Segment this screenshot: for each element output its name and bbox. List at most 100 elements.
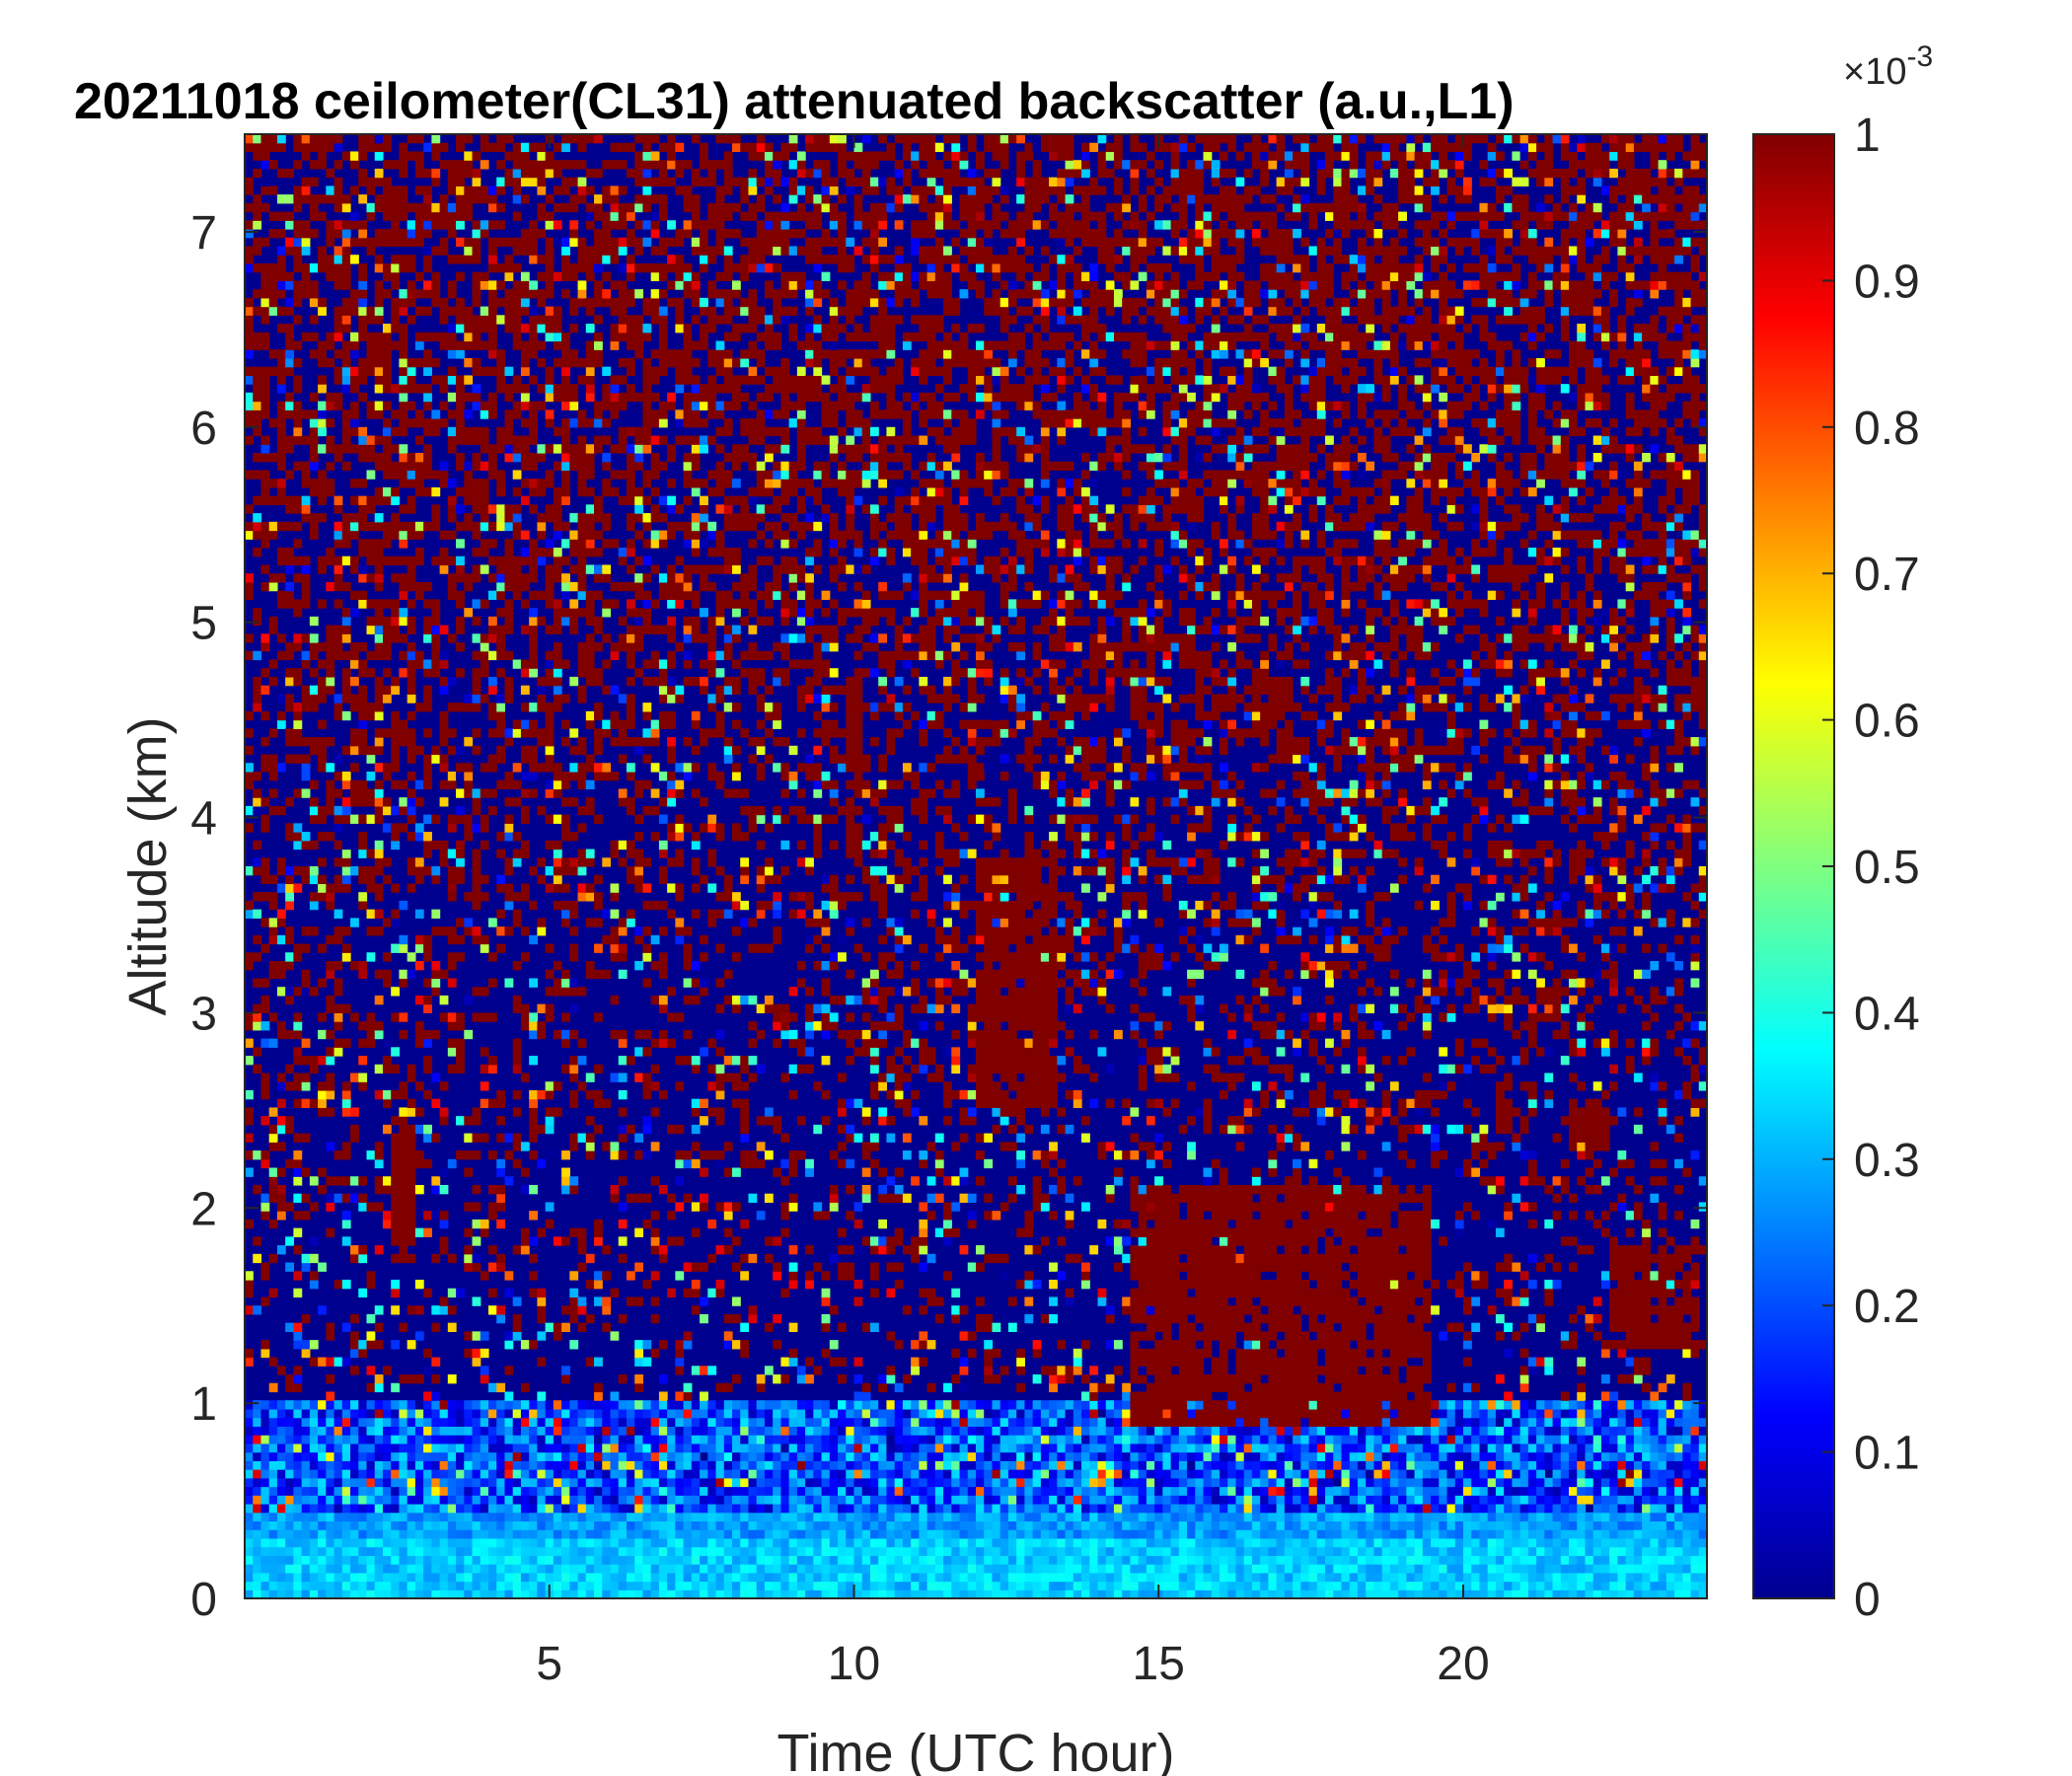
heatmap-cell xyxy=(642,710,652,721)
heatmap-cell xyxy=(691,1451,701,1461)
heatmap-cell xyxy=(374,262,384,273)
heatmap-cell xyxy=(520,1469,530,1479)
heatmap-cell xyxy=(431,168,441,179)
heatmap-cell xyxy=(545,1435,555,1444)
heatmap-cell xyxy=(594,676,603,687)
heatmap-cell xyxy=(594,668,603,678)
heatmap-cell xyxy=(634,814,644,824)
heatmap-cell xyxy=(480,1529,489,1539)
heatmap-cell xyxy=(496,650,506,661)
heatmap-cell xyxy=(553,1529,562,1539)
heatmap-cell xyxy=(260,1158,270,1169)
heatmap-cell xyxy=(309,1451,319,1461)
heatmap-cell xyxy=(480,1227,489,1237)
heatmap-cell xyxy=(423,1495,432,1505)
heatmap-cell xyxy=(529,659,538,669)
heatmap-cell xyxy=(618,737,628,747)
heatmap-cell xyxy=(341,1280,351,1290)
heatmap-cell xyxy=(333,1581,343,1591)
heatmap-cell xyxy=(276,495,286,505)
heatmap-cell xyxy=(326,271,335,281)
heatmap-cell xyxy=(414,1305,424,1315)
heatmap-cell xyxy=(391,943,401,953)
heatmap-cell xyxy=(293,297,303,308)
heatmap-cell xyxy=(553,987,562,997)
heatmap-cell xyxy=(480,1417,489,1428)
heatmap-cell xyxy=(545,1417,555,1428)
heatmap-cell xyxy=(414,1400,424,1410)
heatmap-cell xyxy=(318,978,327,988)
heatmap-cell xyxy=(626,849,635,858)
heatmap-cell xyxy=(504,866,514,876)
heatmap-cell xyxy=(520,357,530,368)
heatmap-cell xyxy=(253,521,262,532)
heatmap-cell xyxy=(423,262,432,273)
heatmap-cell xyxy=(691,401,701,410)
heatmap-cell xyxy=(545,1107,555,1117)
heatmap-cell xyxy=(245,530,254,540)
heatmap-cell xyxy=(391,1150,401,1160)
heatmap-cell xyxy=(561,392,570,403)
heatmap-cell xyxy=(594,814,603,824)
heatmap-cell xyxy=(293,1012,303,1022)
heatmap-cell xyxy=(683,1158,693,1169)
heatmap-cell xyxy=(683,220,693,230)
heatmap-cell xyxy=(358,521,368,532)
heatmap-cell xyxy=(561,1029,570,1040)
heatmap-cell xyxy=(293,754,303,764)
heatmap-cell xyxy=(464,1555,474,1565)
heatmap-cell xyxy=(431,978,441,988)
heatmap-cell xyxy=(553,900,562,911)
heatmap-cell xyxy=(545,1150,555,1160)
heatmap-cell xyxy=(391,1435,401,1444)
heatmap-cell xyxy=(358,1477,368,1488)
heatmap-cell xyxy=(301,271,311,281)
heatmap-cell xyxy=(561,1451,570,1461)
heatmap-cell xyxy=(472,857,481,867)
heatmap-cell xyxy=(464,1150,474,1160)
heatmap-cell xyxy=(650,1537,660,1548)
heatmap-cell xyxy=(391,1167,401,1177)
heatmap-cell xyxy=(301,185,311,195)
heatmap-cell xyxy=(285,237,294,248)
heatmap-cell xyxy=(520,1012,530,1022)
heatmap-cell xyxy=(268,581,278,592)
heatmap-cell xyxy=(301,590,311,600)
heatmap-cell xyxy=(610,1417,620,1428)
heatmap-cell xyxy=(529,1340,538,1350)
heatmap-cell xyxy=(488,616,497,627)
heatmap-cell xyxy=(358,1503,368,1514)
heatmap-cell xyxy=(309,1495,319,1505)
heatmap-cell xyxy=(309,805,319,816)
heatmap-cell xyxy=(545,1572,555,1583)
heatmap-cell xyxy=(691,1227,701,1237)
heatmap-cell xyxy=(577,1227,587,1237)
heatmap-cell xyxy=(658,676,668,687)
heatmap-cell xyxy=(683,409,693,419)
heatmap-cell xyxy=(326,1426,335,1436)
heatmap-cell xyxy=(602,1495,612,1505)
heatmap-cell xyxy=(456,134,465,144)
heatmap-cell xyxy=(553,548,562,557)
heatmap-cell xyxy=(301,874,311,885)
heatmap-cell xyxy=(456,202,465,213)
heatmap-cell xyxy=(399,521,408,532)
heatmap-cell xyxy=(245,177,254,186)
heatmap-cell xyxy=(399,1158,408,1169)
heatmap-cell xyxy=(464,771,474,781)
heatmap-cell xyxy=(577,1435,587,1444)
heatmap-cell xyxy=(350,1124,359,1135)
heatmap-cell xyxy=(691,1581,701,1591)
heatmap-cell xyxy=(512,1512,522,1522)
heatmap-cell xyxy=(253,1572,262,1583)
heatmap-cell xyxy=(382,1366,392,1375)
heatmap-cell xyxy=(642,513,652,523)
heatmap-cell xyxy=(374,1142,384,1151)
heatmap-cell xyxy=(399,1451,408,1461)
heatmap-cell xyxy=(545,788,555,798)
heatmap-cell xyxy=(285,297,294,308)
heatmap-cell xyxy=(496,177,506,186)
heatmap-cell xyxy=(253,1469,262,1479)
heatmap-cell xyxy=(260,1271,270,1281)
heatmap-cell xyxy=(472,1400,481,1410)
